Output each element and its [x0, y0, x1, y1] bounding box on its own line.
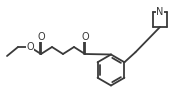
Text: O: O: [26, 42, 34, 52]
Text: O: O: [37, 32, 45, 42]
Text: N: N: [156, 7, 164, 17]
Text: O: O: [81, 32, 89, 42]
